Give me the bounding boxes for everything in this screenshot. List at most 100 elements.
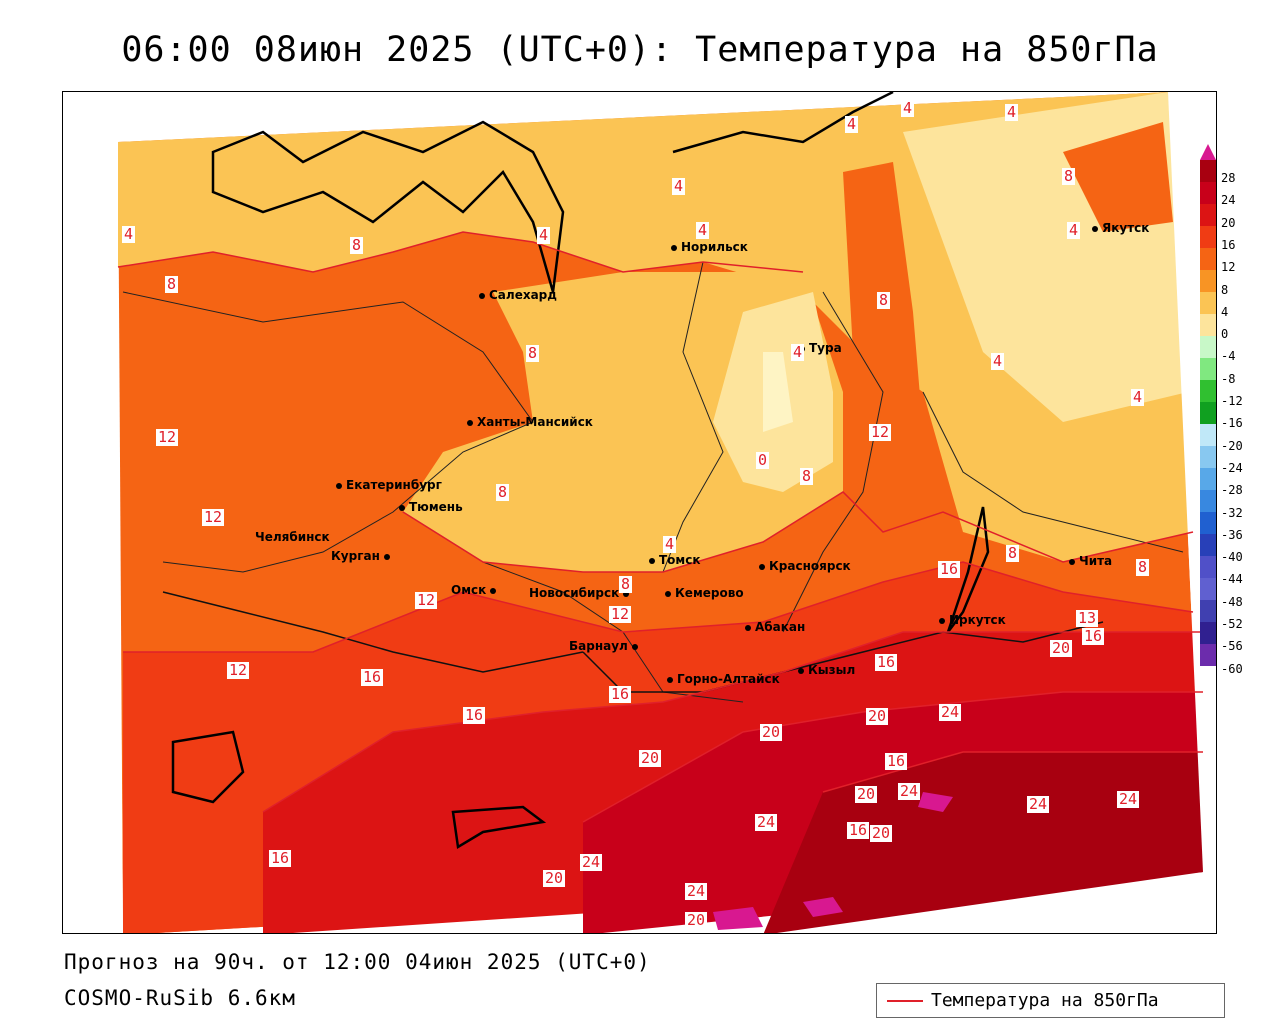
city-label: Иркутск xyxy=(949,613,1006,627)
city-label: Курган xyxy=(331,549,380,563)
city-krasnoyarsk: Красноярск xyxy=(759,559,851,573)
isotherm-label: 12 xyxy=(156,428,179,446)
city-label: Норильск xyxy=(681,240,748,254)
isotherm-label: 16 xyxy=(269,849,292,867)
model-name: COSMO-RuSib 6.6км xyxy=(64,986,296,1010)
isotherm-label: 20 xyxy=(1050,639,1073,657)
isotherm-label: 4 xyxy=(845,115,859,133)
colorbar-tick-label: -16 xyxy=(1221,416,1243,431)
city-barnaul: Барнаул xyxy=(569,639,642,653)
isotherm-label: 24 xyxy=(939,703,962,721)
isotherm-label: 24 xyxy=(755,813,778,831)
colorbar-segment xyxy=(1200,204,1216,226)
colorbar-tick-label: -12 xyxy=(1221,394,1243,408)
city-marker-icon xyxy=(623,590,630,597)
isotherm-label: 20 xyxy=(639,749,662,767)
city-tomsk: Томск xyxy=(649,553,701,567)
colorbar-tick-label: 24 xyxy=(1221,193,1236,208)
city-label: Екатеринбург xyxy=(346,478,442,492)
isotherm-label: 8 xyxy=(496,483,510,501)
city-marker-icon xyxy=(665,590,671,597)
colorbar-tick-label: 0 xyxy=(1221,327,1229,342)
colorbar-tick-label: -40 xyxy=(1221,550,1243,565)
city-marker-icon xyxy=(467,419,473,426)
city-label: Ханты-Мансийск xyxy=(477,415,593,429)
city-salekhard: Салехард xyxy=(479,288,557,302)
isotherm-label: 16 xyxy=(609,685,632,703)
isotherm-label: 4 xyxy=(672,177,686,195)
isotherm-label: 12 xyxy=(609,605,632,623)
isotherm-label: 16 xyxy=(361,668,384,686)
city-marker-icon xyxy=(671,244,677,251)
colorbar-tick-label: 20 xyxy=(1221,215,1236,230)
colorbar-segment xyxy=(1200,314,1216,336)
city-novosibirsk: Новосибирск xyxy=(529,586,633,600)
isotherm-label: 16 xyxy=(875,653,898,671)
isotherm-label: 24 xyxy=(685,882,708,900)
isotherm-label: 8 xyxy=(526,344,540,362)
isotherm-label: 4 xyxy=(901,99,915,117)
colorbar-tick-label: -32 xyxy=(1221,505,1243,520)
isotherm-label: 16 xyxy=(938,560,961,578)
city-marker-icon xyxy=(479,292,485,299)
city-norilsk: Норильск xyxy=(671,240,748,254)
isotherm-label: 12 xyxy=(202,508,225,526)
city-kemerovo: Кемерово xyxy=(665,586,744,600)
colorbar-tick-label: -56 xyxy=(1221,639,1243,654)
city-label: Тюмень xyxy=(409,500,463,514)
isotherm-label: 24 xyxy=(1117,790,1140,808)
temperature-field xyxy=(63,92,1216,933)
city-abakan: Абакан xyxy=(745,620,805,634)
isotherm-label: 8 xyxy=(800,467,814,485)
city-label: Якутск xyxy=(1102,221,1150,235)
colorbar-segment xyxy=(1200,644,1216,666)
colorbar-segment xyxy=(1200,402,1216,424)
colorbar-tick-label: 12 xyxy=(1221,260,1236,275)
colorbar xyxy=(1200,144,1216,666)
city-label: Тура xyxy=(809,341,842,355)
colorbar-tick-label: 4 xyxy=(1221,304,1229,319)
city-label: Красноярск xyxy=(769,559,851,573)
isotherm-label: 8 xyxy=(877,291,891,309)
colorbar-tick-label: 28 xyxy=(1221,171,1236,185)
isotherm-label: 4 xyxy=(1131,388,1145,406)
legend: Температура на 850гПа xyxy=(876,983,1225,1018)
city-tyumen: Тюмень xyxy=(399,500,463,514)
city-marker-icon xyxy=(1069,558,1075,565)
city-marker-icon xyxy=(798,667,804,674)
city-label: Чита xyxy=(1079,554,1113,568)
isotherm-label: 24 xyxy=(1027,795,1050,813)
isotherm-label: 16 xyxy=(847,821,870,839)
isotherm-label: 20 xyxy=(855,785,878,803)
city-marker-icon xyxy=(399,504,405,511)
city-yekaterinburg: Екатеринбург xyxy=(336,478,442,492)
isotherm-label: 20 xyxy=(685,911,708,929)
colorbar-segment xyxy=(1200,556,1216,578)
isotherm-label: 8 xyxy=(165,275,179,293)
city-gorno-altaysk: Горно-Алтайск xyxy=(667,672,780,686)
isotherm-label: 8 xyxy=(1062,167,1076,185)
colorbar-tick-label: -8 xyxy=(1221,371,1236,386)
isotherm-label: 16 xyxy=(463,706,486,724)
colorbar-segment xyxy=(1200,578,1216,600)
city-label: Горно-Алтайск xyxy=(677,672,780,686)
isotherm-label: 12 xyxy=(869,423,892,441)
map-title: 06:00 08июн 2025 (UTC+0): Температура на… xyxy=(121,30,1159,70)
colorbar-top-arrow-icon xyxy=(1200,144,1216,160)
city-marker-icon xyxy=(631,643,638,650)
city-marker-icon xyxy=(336,482,342,489)
city-kyzyl: Кызыл xyxy=(798,663,855,677)
isotherm-label: 4 xyxy=(791,343,805,361)
city-label: Омск xyxy=(451,583,487,597)
city-marker-icon xyxy=(649,557,655,564)
city-irkutsk: Иркутск xyxy=(939,613,1006,627)
isotherm-label: 4 xyxy=(1067,221,1081,239)
city-marker-icon xyxy=(383,553,390,560)
isotherm-label: 24 xyxy=(898,782,921,800)
colorbar-tick-label: -60 xyxy=(1221,661,1243,676)
city-marker-icon xyxy=(1092,225,1098,232)
colorbar-tick-label: 16 xyxy=(1221,237,1236,252)
colorbar-tick-label: -44 xyxy=(1221,572,1243,587)
city-label: Абакан xyxy=(755,620,806,634)
city-marker-icon xyxy=(490,587,497,594)
